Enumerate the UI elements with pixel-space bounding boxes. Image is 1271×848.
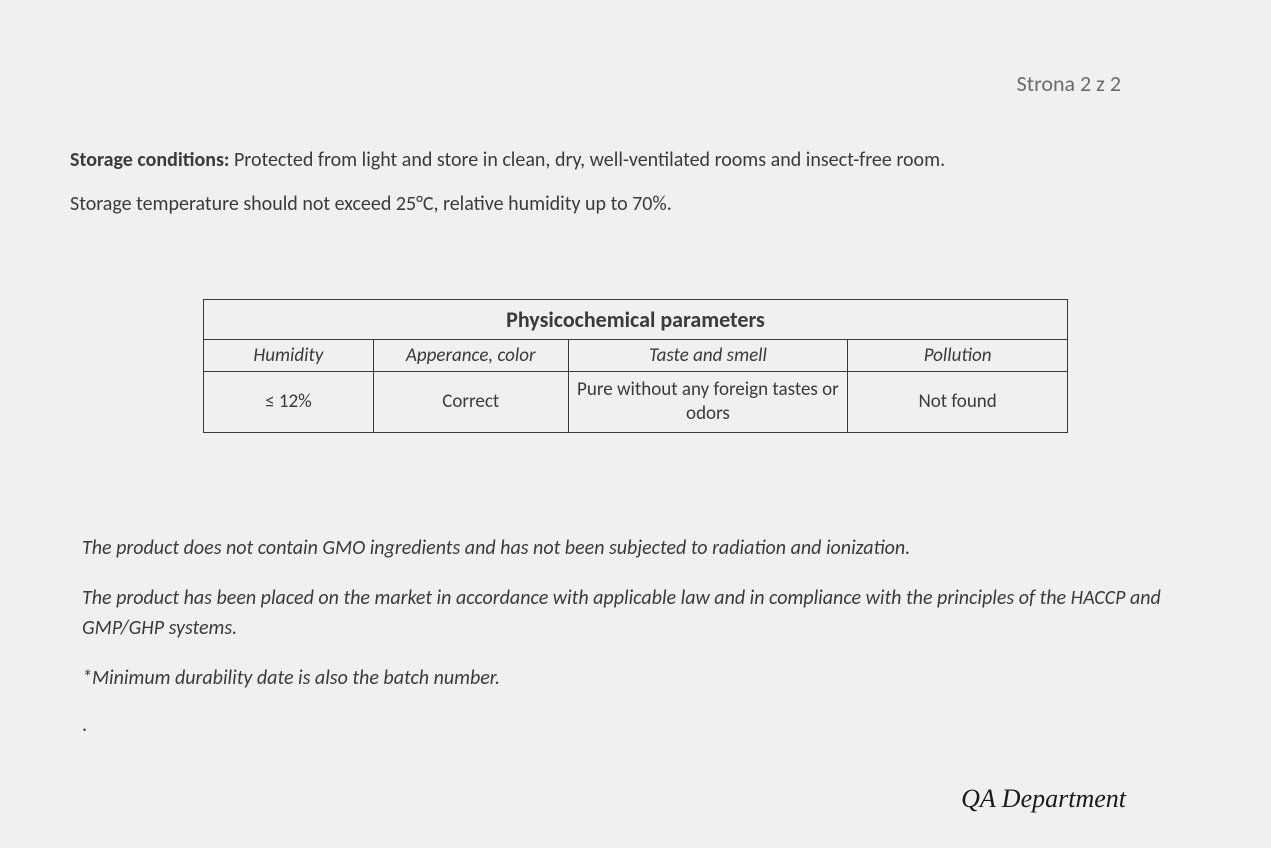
note-durability: *Minimum durability date is also the bat… (82, 663, 1161, 693)
notes-block: The product does not contain GMO ingredi… (70, 533, 1201, 693)
storage-line-1: Storage conditions: Protected from light… (70, 145, 1201, 175)
page-number: Strona 2 z 2 (70, 70, 1201, 97)
note-haccp: The product has been placed on the marke… (82, 583, 1161, 643)
cell-humidity: ≤ 12% (204, 372, 374, 433)
table-header-row: Humidity Apperance, color Taste and smel… (204, 340, 1068, 372)
parameters-table: Physicochemical parameters Humidity Appe… (203, 299, 1068, 433)
cell-pollution: Not found (848, 372, 1068, 433)
table-row: ≤ 12% Correct Pure without any foreign t… (204, 372, 1068, 433)
storage-conditions-block: Storage conditions: Protected from light… (70, 145, 1201, 219)
storage-label: Storage conditions: (70, 148, 229, 172)
cell-appearance: Correct (373, 372, 568, 433)
signature: QA Department (961, 784, 1126, 814)
col-header-humidity: Humidity (204, 340, 374, 372)
table-title: Physicochemical parameters (204, 300, 1068, 340)
col-header-appearance: Apperance, color (373, 340, 568, 372)
storage-text-1: Protected from light and store in clean,… (229, 148, 945, 172)
col-header-taste: Taste and smell (568, 340, 848, 372)
note-gmo: The product does not contain GMO ingredi… (82, 533, 1161, 563)
stray-dot: . (70, 713, 1201, 737)
col-header-pollution: Pollution (848, 340, 1068, 372)
cell-taste: Pure without any foreign tastes or odors (568, 372, 848, 433)
storage-line-2: Storage temperature should not exceed 25… (70, 189, 1201, 219)
parameters-table-wrap: Physicochemical parameters Humidity Appe… (70, 299, 1201, 433)
